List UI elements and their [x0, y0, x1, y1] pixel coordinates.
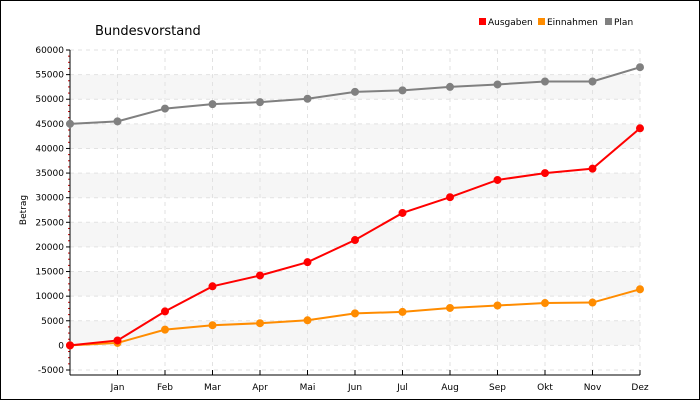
x-axis-ticks: Jan Feb Mar Apr Mai Jun Jul Aug Sep Okt Nov Dez	[110, 383, 649, 393]
y-tick-label: 50000	[35, 95, 64, 105]
data-point-plan	[351, 87, 359, 96]
x-tick-label: Dez	[631, 383, 648, 393]
x-tick-label: Apr	[252, 383, 268, 393]
y-tick-label: 25000	[35, 218, 64, 228]
y-tick-label: 20000	[35, 243, 64, 253]
y-axis-ticks: -5000 0 5000 10000 15000 20000 25000 30000 35000…	[35, 46, 64, 376]
x-tick-label: Mar	[204, 383, 221, 393]
data-point-ausgaben	[351, 236, 359, 245]
legend-label-einnahmen: Einnahmen	[547, 18, 598, 28]
y-tick-label: 15000	[35, 268, 64, 278]
data-point-plan	[256, 98, 264, 107]
data-point-ausgaben	[493, 175, 502, 184]
data-point-ausgaben	[113, 336, 122, 345]
axes	[66, 49, 641, 376]
data-point-einnahmen	[351, 309, 359, 318]
data-point-ausgaben	[256, 271, 264, 280]
legend-swatch-einnahmen	[538, 18, 545, 25]
data-point-plan	[493, 80, 502, 89]
grid	[69, 49, 641, 371]
data-point-einnahmen	[303, 316, 312, 325]
x-tick-label: Aug	[441, 383, 459, 393]
legend-swatch-plan	[605, 18, 612, 25]
x-tick-label: Jan	[110, 383, 125, 393]
data-point-einnahmen	[398, 307, 407, 316]
data-point-plan	[541, 77, 549, 86]
data-point-ausgaben	[541, 169, 549, 178]
y-axis-label: Betrag	[19, 195, 29, 225]
data-point-ausgaben	[398, 208, 407, 217]
data-point-ausgaben	[66, 341, 74, 350]
data-point-plan	[66, 119, 74, 128]
plot-band	[70, 123, 640, 149]
data-point-ausgaben	[446, 193, 454, 202]
x-tick-label: Nov	[584, 383, 602, 393]
data-point-plan	[113, 117, 122, 126]
legend-swatch-ausgaben	[479, 18, 486, 25]
data-point-einnahmen	[541, 299, 549, 308]
data-point-plan	[303, 94, 312, 103]
y-tick-label: 30000	[35, 194, 64, 204]
legend: Ausgaben Einnahmen Plan	[479, 18, 633, 28]
data-point-einnahmen	[636, 285, 644, 294]
data-point-plan	[161, 104, 169, 113]
data-point-ausgaben	[303, 258, 312, 267]
y-tick-label: 60000	[35, 46, 64, 56]
x-tick-label: Jun	[347, 383, 362, 393]
data-point-ausgaben	[636, 124, 644, 133]
data-point-einnahmen	[256, 319, 264, 328]
y-tick-label: 10000	[35, 292, 64, 302]
x-tick-label: Sep	[489, 383, 506, 393]
x-tick-label: Feb	[157, 383, 173, 393]
y-tick-label: 40000	[35, 144, 64, 154]
data-point-ausgaben	[588, 164, 597, 173]
data-point-einnahmen	[208, 321, 217, 330]
data-point-plan	[588, 77, 597, 86]
data-point-plan	[636, 63, 644, 72]
x-tick-label: Okt	[537, 383, 553, 393]
data-point-plan	[208, 100, 217, 109]
y-tick-label: 45000	[35, 120, 64, 130]
y-tick-label: 55000	[35, 71, 64, 81]
chart-title: Bundesvorstand	[95, 24, 201, 39]
plot-band	[70, 173, 640, 198]
y-tick-label: 35000	[35, 169, 64, 179]
data-point-plan	[398, 86, 407, 95]
x-tick-label: Jul	[396, 383, 408, 393]
legend-label-plan: Plan	[614, 18, 633, 28]
x-tick-label: Mai	[300, 383, 316, 393]
data-point-ausgaben	[161, 307, 169, 316]
y-tick-label: -5000	[38, 366, 64, 376]
legend-label-ausgaben: Ausgaben	[488, 18, 533, 28]
data-point-einnahmen	[161, 325, 169, 334]
data-point-einnahmen	[446, 303, 454, 312]
y-tick-label: 5000	[41, 317, 64, 327]
data-point-ausgaben	[208, 282, 217, 291]
data-point-einnahmen	[493, 301, 502, 310]
series-group	[66, 63, 644, 350]
y-tick-label: 0	[58, 341, 64, 351]
data-point-plan	[446, 82, 454, 91]
data-point-einnahmen	[588, 298, 597, 307]
